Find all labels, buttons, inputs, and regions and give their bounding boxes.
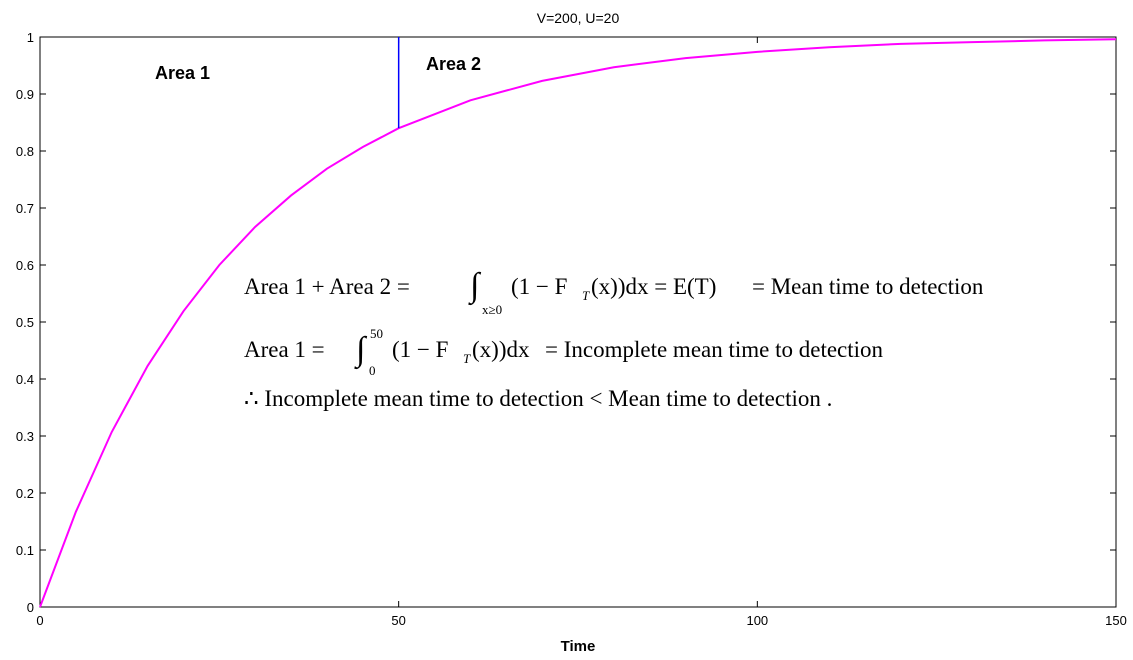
eq2-after-f: (x))dx — [472, 337, 530, 362]
y-tick-label: 0.2 — [16, 486, 34, 501]
y-tick-label: 0 — [27, 600, 34, 615]
y-tick-label: 0.7 — [16, 201, 34, 216]
eq1-lhs: Area 1 + Area 2 = — [244, 274, 410, 299]
eq1-rhs: = Mean time to detection — [752, 274, 984, 299]
y-tick-label: 0.6 — [16, 258, 34, 273]
eq2-integrand: (1 − F — [392, 337, 448, 362]
y-tick-label: 0.3 — [16, 429, 34, 444]
equation-3: ∴ Incomplete mean time to detection < Me… — [244, 386, 832, 411]
eq2-integral-sub: 0 — [369, 363, 376, 378]
eq2-rhs: = Incomplete mean time to detection — [545, 337, 884, 362]
area-1-label: Area 1 — [155, 63, 210, 83]
x-tick-label: 50 — [391, 613, 405, 628]
x-tick-label: 100 — [746, 613, 768, 628]
y-tick-label: 0.1 — [16, 543, 34, 558]
x-axis-title: Time — [561, 638, 596, 655]
x-tick-label: 150 — [1105, 613, 1127, 628]
eq1-integral-sub: x≥0 — [482, 302, 502, 317]
y-tick-label: 0.9 — [16, 87, 34, 102]
eq2-integral-sign: ∫ — [354, 331, 368, 370]
equation-1: Area 1 + Area 2 = ∫ x≥0 (1 − F T (x))dx … — [244, 267, 984, 317]
y-tick-label: 0.8 — [16, 144, 34, 159]
y-tick-label: 0.5 — [16, 315, 34, 330]
eq2-integral-sup: 50 — [370, 326, 383, 341]
area-2-label: Area 2 — [426, 54, 481, 74]
y-tick-label: 0.4 — [16, 372, 34, 387]
marks-group — [39, 37, 1117, 608]
chart-title: V=200, U=20 — [537, 10, 620, 26]
eq1-after-f: (x))dx = E(T) — [591, 274, 716, 299]
plot-area — [39, 36, 1117, 608]
y-tick-label: 1 — [27, 30, 34, 45]
ticks-group: 0 0.1 0.2 0.3 0.4 0.5 0.6 0.7 0.8 0.9 1 0 50 100 150 — [16, 30, 1127, 628]
eq1-integrand: (1 − F — [511, 274, 567, 299]
eq2-f-sub: T — [463, 351, 471, 366]
eq1-f-sub: T — [582, 288, 590, 303]
eq1-integral-sign: ∫ — [468, 267, 482, 306]
equation-2: Area 1 = ∫ 50 0 (1 − F T (x))dx = Incomp… — [244, 326, 884, 378]
x-tick-label: 0 — [36, 613, 43, 628]
eq2-lhs: Area 1 = — [244, 337, 325, 362]
